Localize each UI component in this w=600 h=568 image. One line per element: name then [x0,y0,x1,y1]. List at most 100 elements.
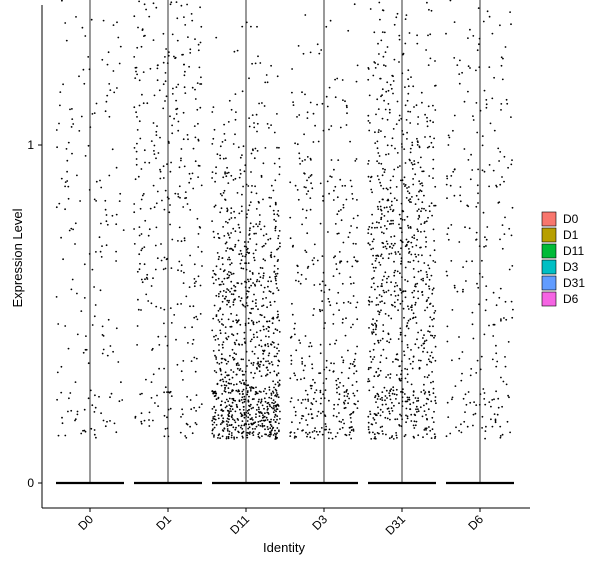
data-point [399,302,402,305]
data-point [403,219,406,221]
data-point [251,350,254,353]
data-point [215,409,217,412]
data-point [100,256,103,258]
data-point [268,290,271,292]
data-point [397,294,400,297]
data-point [432,260,435,262]
data-point [219,379,222,382]
data-point [252,376,255,379]
data-point [183,16,185,18]
data-point [199,284,202,287]
data-point [372,358,374,361]
data-point [476,359,479,362]
data-point [392,175,395,178]
data-point [226,210,229,213]
data-point [250,191,253,194]
data-point [254,372,256,375]
data-point [277,237,279,240]
data-point [426,120,429,123]
data-point [255,280,258,283]
data-point [219,368,222,371]
data-point [478,43,480,46]
data-point [416,282,419,285]
data-point [342,99,344,101]
data-point [384,271,387,274]
data-point [249,222,252,225]
data-point [64,325,67,327]
data-point [278,157,281,160]
data-point [199,106,202,109]
data-point [153,150,155,152]
data-point [119,45,122,48]
data-point [331,437,334,440]
x-ticks: D0 D1 D11 D3 D31 D6 [75,508,486,538]
data-point [234,343,237,346]
data-point [136,46,139,49]
data-point [277,359,280,362]
data-point [222,157,225,160]
data-point [273,213,276,216]
data-point [321,102,324,105]
data-point [347,301,350,303]
data-point [225,157,227,160]
data-point [255,367,258,369]
data-point [277,215,280,217]
data-point [95,102,98,105]
data-point [212,269,215,272]
data-point [239,156,242,159]
data-point [352,430,355,432]
data-point [221,295,224,297]
data-point [138,268,141,271]
data-point [60,177,63,180]
data-point [242,145,245,148]
data-point [217,277,220,280]
data-point [56,371,59,374]
data-point [307,400,310,402]
data-point [411,304,413,307]
data-point [276,248,278,251]
data-point [236,332,239,335]
data-point [270,124,272,126]
data-point [233,289,236,292]
data-point [464,411,466,413]
data-point [185,422,188,425]
data-point [386,144,389,147]
data-point [98,395,100,398]
data-point [227,276,230,279]
data-point [64,22,67,24]
data-point [163,322,165,325]
data-point [169,115,171,118]
data-point [299,282,302,285]
data-point [276,393,279,396]
data-point [162,268,165,271]
data-point [221,141,224,143]
data-point [230,432,233,434]
data-point [232,303,235,306]
data-point [350,412,353,415]
data-point [352,323,354,326]
data-point [304,249,307,252]
data-point [420,210,422,213]
data-point [310,345,313,348]
data-point [238,364,240,366]
data-point [414,253,417,256]
data-point [498,160,500,162]
data-point [227,414,230,416]
data-point [429,135,431,138]
data-point [325,425,327,428]
data-point [345,198,348,201]
data-point [492,169,495,172]
data-point [397,338,400,340]
data-point [418,367,421,370]
data-point [319,352,322,355]
data-point [426,351,429,354]
data-point [390,252,393,255]
data-point [232,227,235,230]
data-point [395,123,398,125]
data-point [213,426,216,429]
data-point [225,405,228,408]
data-point [249,340,252,343]
data-point [85,348,88,351]
data-point [234,177,237,180]
data-point [262,357,265,360]
